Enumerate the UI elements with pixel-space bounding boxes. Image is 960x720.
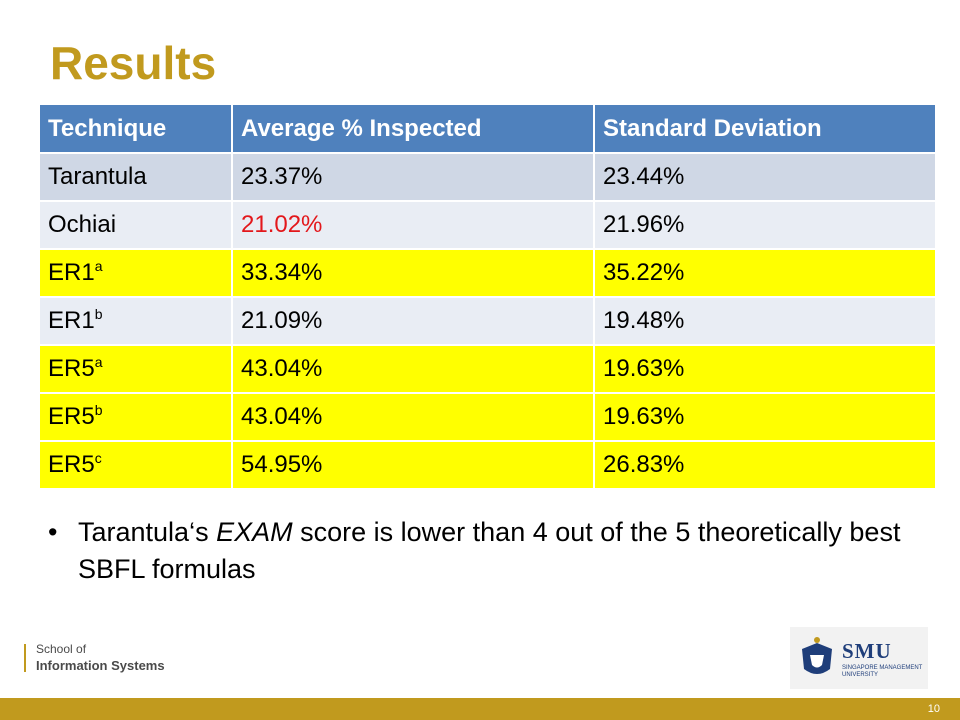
std-dev-cell: 19.63%	[594, 393, 937, 442]
average-cell: 43.04%	[232, 345, 595, 394]
results-table: Technique Average % Inspected Standard D…	[40, 105, 937, 490]
school-logo-line1: School of	[36, 642, 87, 656]
footer-bar: 10	[0, 698, 960, 720]
bullet-text-start: Tarantula‘s	[78, 517, 217, 547]
technique-cell: ER1a	[40, 249, 233, 298]
technique-cell: Tarantula	[40, 153, 233, 202]
smu-logo: SMU SINGAPORE MANAGEMENT UNIVERSITY	[790, 627, 928, 689]
school-logo-line2: Information Systems	[36, 658, 165, 673]
table-row-er1a: ER1a 33.34% 35.22%	[40, 249, 937, 298]
technique-name: ER5	[48, 355, 95, 382]
slide-title: Results	[50, 37, 217, 89]
bullet-text-emphasis: EXAM	[216, 517, 293, 547]
average-cell: 43.04%	[232, 393, 595, 442]
table-row-er5c: ER5c 54.95% 26.83%	[40, 441, 937, 490]
table-row-er1b: ER1b 21.09% 19.48%	[40, 297, 937, 346]
std-dev-cell: 19.48%	[594, 297, 937, 346]
bullet-dot-icon: •	[48, 517, 58, 547]
std-dev-cell: 21.96%	[594, 201, 937, 250]
average-cell: 21.09%	[232, 297, 595, 346]
technique-cell: ER5b	[40, 393, 233, 442]
technique-cell: ER5a	[40, 345, 233, 394]
average-cell: 23.37%	[232, 153, 595, 202]
technique-superscript: b	[94, 306, 103, 322]
page-number: 10	[927, 703, 940, 715]
table-row-tarantula: Tarantula 23.37% 23.44%	[40, 153, 937, 202]
std-dev-cell: 26.83%	[594, 441, 937, 490]
technique-name: Tarantula	[48, 163, 147, 190]
technique-cell: Ochiai	[40, 201, 233, 250]
table-row-er5b: ER5b 43.04% 19.63%	[40, 393, 937, 442]
std-dev-cell: 35.22%	[594, 249, 937, 298]
technique-name: ER1	[48, 259, 95, 286]
technique-name: ER5	[48, 403, 95, 430]
technique-superscript: b	[94, 402, 103, 418]
average-cell: 21.02%	[232, 201, 595, 250]
average-cell: 33.34%	[232, 249, 595, 298]
technique-superscript: a	[94, 258, 103, 274]
smu-full-name: SINGAPORE MANAGEMENT UNIVERSITY	[842, 665, 923, 678]
table-row-ochiai: Ochiai 21.02% 21.96%	[40, 201, 937, 250]
column-header-average-inspected: Average % Inspected	[232, 105, 595, 154]
table-header-row: Technique Average % Inspected Standard D…	[40, 105, 937, 154]
technique-superscript: c	[94, 450, 102, 466]
technique-name: Ochiai	[48, 211, 117, 238]
std-dev-cell: 23.44%	[594, 153, 937, 202]
technique-cell: ER1b	[40, 297, 233, 346]
average-cell: 54.95%	[232, 441, 595, 490]
technique-superscript: a	[94, 354, 103, 370]
school-logo-bar	[24, 644, 26, 672]
bullet-point: • Tarantula‘s EXAM score is lower than 4 …	[34, 514, 918, 588]
technique-cell: ER5c	[40, 441, 233, 490]
bullet-text-end: score is lower than 4 out of the 5 theor…	[78, 517, 901, 584]
column-header-technique: Technique	[40, 105, 233, 154]
std-dev-cell: 19.63%	[594, 345, 937, 394]
smu-crest-icon	[802, 637, 832, 674]
column-header-standard-deviation: Standard Deviation	[594, 105, 937, 154]
technique-name: ER1	[48, 307, 95, 334]
smu-abbreviation: SMU	[842, 639, 892, 663]
table-row-er5a: ER5a 43.04% 19.63%	[40, 345, 937, 394]
technique-name: ER5	[48, 451, 95, 478]
